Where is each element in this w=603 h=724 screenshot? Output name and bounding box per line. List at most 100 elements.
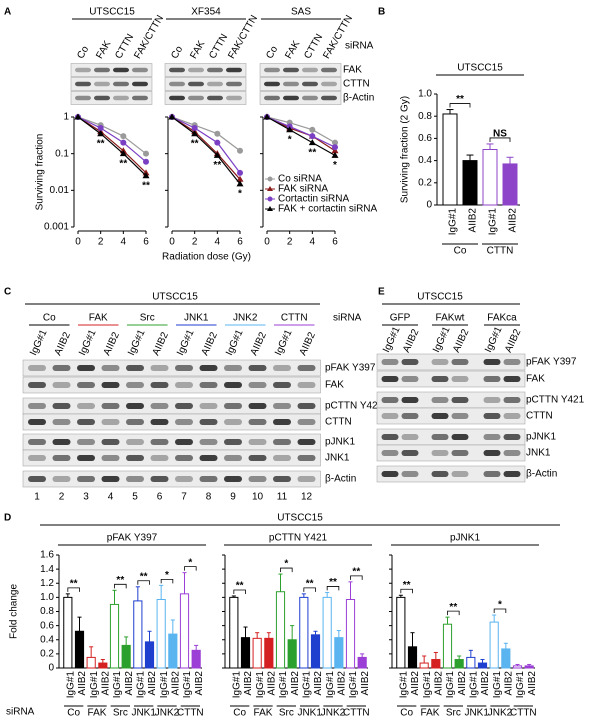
row-label: pJNK1 [325, 437, 355, 448]
blot-band [199, 455, 218, 461]
blot-band [297, 476, 316, 482]
blot-band [248, 382, 267, 388]
blot-band [101, 476, 120, 482]
row-label: FAK [325, 380, 344, 391]
y-tick-label: 0.2 [418, 177, 432, 188]
bar [454, 659, 464, 669]
blot-band [77, 455, 95, 461]
blot-band [381, 450, 399, 456]
blot-background [376, 353, 526, 371]
blot-band [297, 365, 316, 371]
marker [331, 151, 339, 158]
marker [331, 147, 339, 154]
chart-title: pFAK Y397 [107, 533, 158, 544]
row-label: JNK1 [526, 448, 551, 459]
category-label: IgG#1 [301, 671, 312, 699]
blot-band [381, 434, 399, 440]
significance: ** [329, 577, 337, 588]
series-line [171, 116, 241, 185]
group-label: JNK1 [464, 708, 489, 719]
x-tick-label: 2 [98, 237, 104, 248]
row-label: CTTN [526, 411, 553, 422]
blot-band [150, 365, 169, 371]
category-label: IgG#1 [182, 671, 193, 699]
bar [512, 665, 523, 669]
blot-band [132, 81, 148, 87]
category-label: IgG#1 [65, 671, 76, 699]
lane-number: 7 [181, 492, 187, 503]
blot-band [113, 67, 129, 73]
lane-label: IgG#1 [224, 328, 246, 358]
series-line [77, 116, 147, 174]
category-label: IgG#1 [89, 671, 100, 699]
blot-band [273, 439, 291, 445]
blot-background [164, 77, 247, 91]
significance: ** [456, 94, 464, 105]
category-label: AIIB2 [360, 671, 371, 696]
blot-band [451, 413, 469, 419]
blot-band [451, 471, 469, 477]
blot-band [199, 365, 218, 371]
blot-band [321, 95, 337, 101]
y-tick-label: 1.4 [40, 564, 54, 575]
category-label: IgG#1 [398, 671, 409, 699]
blot-band [126, 439, 144, 445]
blot-band [28, 382, 46, 388]
significance-bracket [350, 575, 363, 580]
y-tick-label: 1 [63, 112, 69, 123]
series-line [171, 116, 241, 152]
blot-band [188, 67, 204, 73]
blot-band [264, 95, 280, 101]
significance-bracket [160, 578, 174, 584]
significance: * [498, 600, 502, 611]
blot-band [503, 413, 521, 419]
group-label: CTTN [487, 246, 514, 257]
significance: ** [403, 580, 411, 591]
bar [299, 596, 309, 669]
blot-band [28, 403, 46, 409]
blot-band [273, 419, 291, 425]
lane-label: AIIB2 [298, 330, 318, 357]
blot-band [52, 439, 71, 445]
blot-band [94, 67, 110, 73]
series-line [77, 116, 147, 163]
blot-band [175, 439, 193, 445]
category-label: AIIB2 [313, 671, 324, 696]
y-tick-label: 1.6 [40, 550, 54, 561]
blot-band [126, 365, 144, 371]
significance: ** [213, 160, 221, 171]
legend-label: Cortactin siRNA [278, 194, 349, 205]
legend-label: FAK siRNA [278, 184, 328, 195]
blot-background [376, 391, 526, 409]
bar [86, 656, 96, 669]
significance: ** [142, 180, 150, 191]
blot-background [22, 449, 321, 467]
significance-bracket [447, 610, 460, 616]
blot-band [483, 413, 501, 419]
y-tick-label: 0.6 [40, 620, 54, 631]
category-label: IgG#1 [515, 671, 526, 699]
panel-title: UTSCC15 [277, 513, 323, 524]
blot-band [28, 439, 46, 445]
blot-band [77, 439, 95, 445]
group-label: Co [400, 708, 413, 719]
blot-band [126, 419, 144, 425]
category-label: AIIB2 [266, 671, 277, 696]
blot-band [431, 397, 449, 403]
group-label: JNK1 [297, 708, 322, 719]
category-label: IgG#1 [422, 671, 433, 699]
marker [143, 158, 149, 165]
blot-background [376, 370, 526, 388]
lane-label: FAK/CTTN [226, 13, 260, 60]
significance-bracket [67, 587, 80, 592]
blot-band [503, 359, 521, 365]
group-label: CTTN [510, 708, 537, 719]
group-label: Co [67, 708, 80, 719]
category-label: IgG#1 [135, 671, 146, 699]
significance: * [333, 160, 337, 171]
blot-band [113, 95, 129, 101]
lane-label: Co [169, 44, 185, 61]
blot-band [101, 382, 120, 388]
bar [466, 656, 476, 669]
blot-background [376, 444, 526, 462]
